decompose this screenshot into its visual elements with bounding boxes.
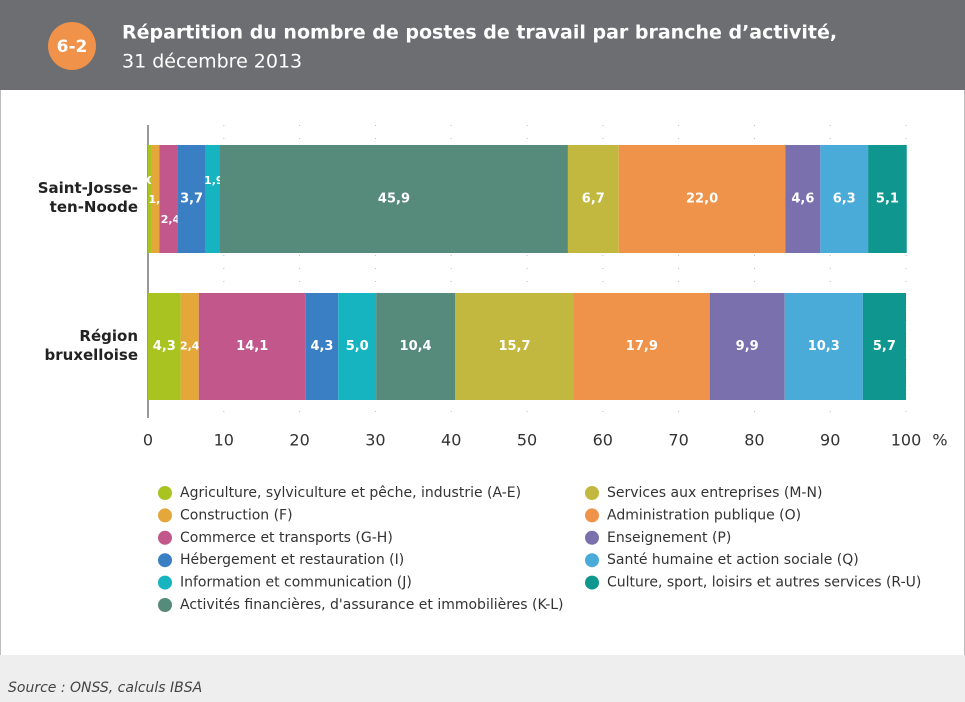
legend-label: Culture, sport, loisirs et autres servic… — [607, 575, 921, 591]
bar-segment — [820, 145, 869, 253]
legend-label: Hébergement et restauration (I) — [180, 552, 404, 568]
bar-segment — [573, 293, 710, 400]
x-unit: % — [932, 431, 947, 450]
bar-segment — [220, 145, 568, 253]
value-label: 10,3 — [808, 339, 840, 354]
value-label: 45,9 — [378, 192, 410, 207]
x-tick-label: 70 — [668, 431, 688, 450]
bar-segment — [159, 145, 178, 253]
value-label: 3,7 — [180, 192, 203, 207]
badge — [48, 22, 96, 70]
legend-label: Services aux entreprises (M-N) — [607, 485, 822, 501]
legend-marker — [158, 508, 172, 523]
x-tick-label: 50 — [517, 431, 537, 450]
legend-marker — [585, 486, 599, 500]
chart-title: Répartition du nombre de postes de trava… — [122, 22, 837, 44]
value-label: 17,9 — [626, 339, 658, 354]
value-label: 2,4 — [180, 340, 200, 353]
bar-segment — [618, 145, 786, 253]
x-tick-label: 90 — [820, 431, 840, 450]
value-label: 6,7 — [582, 192, 605, 207]
legend-marker — [585, 575, 599, 590]
bar-segment — [376, 293, 455, 400]
x-tick-label: 10 — [214, 431, 234, 450]
legend-label: Enseignement (P) — [607, 530, 731, 546]
legend-marker — [158, 530, 172, 545]
legend-marker — [158, 553, 172, 568]
legend-marker — [158, 598, 172, 612]
value-label: 15,7 — [498, 339, 530, 354]
legend-marker — [585, 553, 599, 568]
value-label: 1,9 — [204, 174, 224, 187]
legend-marker — [585, 508, 599, 523]
value-label: 2,4 — [161, 213, 181, 226]
legend-label: Santé humaine et action sociale (Q) — [607, 552, 859, 568]
bar-segment — [862, 293, 906, 400]
bar-segment — [454, 293, 574, 400]
category-label: Saint-Josse-ten-Noode — [37, 179, 138, 216]
bar-segment — [785, 145, 821, 253]
x-tick-label: 0 — [143, 431, 153, 450]
legend-label: Construction (F) — [180, 507, 293, 523]
bar-segment — [148, 293, 181, 400]
source: Source : ONSS, calculs IBSA — [8, 680, 202, 696]
x-tick-label: 100 — [891, 431, 922, 450]
x-tick-label: 30 — [365, 431, 385, 450]
x-tick-label: 40 — [441, 431, 461, 450]
bar-segment — [205, 145, 221, 253]
value-label: 4,3 — [310, 339, 333, 354]
category-label: Région bruxelloise — [44, 326, 139, 364]
legend-label: Commerce et transports (G-H) — [180, 530, 393, 546]
legend-marker — [585, 530, 599, 545]
legend-marker — [158, 486, 172, 500]
legend-marker — [158, 575, 172, 590]
bar-segment — [198, 293, 306, 400]
legend-label: Activités financières, d'assurance et im… — [180, 597, 564, 613]
value-label: 5,0 — [346, 339, 369, 354]
bar-segment — [868, 145, 907, 253]
value-label: 4,3 — [153, 339, 176, 354]
figure-number: 6-2 — [57, 37, 88, 57]
header — [0, 0, 965, 90]
bar-segment — [151, 145, 160, 253]
value-label: 4,6 — [791, 192, 814, 207]
x-tick-label: 80 — [744, 431, 764, 450]
value-label: 14,1 — [236, 339, 268, 354]
footer — [0, 655, 965, 702]
legend-label: Information et communication (J) — [180, 575, 412, 591]
chart-subtitle: 31 décembre 2013 — [122, 51, 302, 73]
bar-segment — [177, 145, 206, 253]
legend-label: Administration publique (O) — [607, 507, 801, 523]
value-label: 5,1 — [876, 192, 899, 207]
bar-segment — [305, 293, 339, 400]
value-label: 10,4 — [400, 339, 432, 354]
legend-label: Agriculture, sylviculture et pêche, indu… — [180, 485, 521, 501]
bar-segment — [180, 293, 199, 400]
x-tick-label: 60 — [593, 431, 613, 450]
bar-segment — [709, 293, 785, 400]
x-tick-label: 20 — [289, 431, 309, 450]
value-label: 9,9 — [736, 339, 759, 354]
bar-segment — [567, 145, 619, 253]
bar-segment — [338, 293, 377, 400]
value-label: 22,0 — [686, 192, 718, 207]
bar-segment — [784, 293, 863, 400]
bar-segment — [148, 145, 152, 253]
value-label: 6,3 — [833, 192, 856, 207]
value-label: 5,7 — [873, 339, 896, 354]
